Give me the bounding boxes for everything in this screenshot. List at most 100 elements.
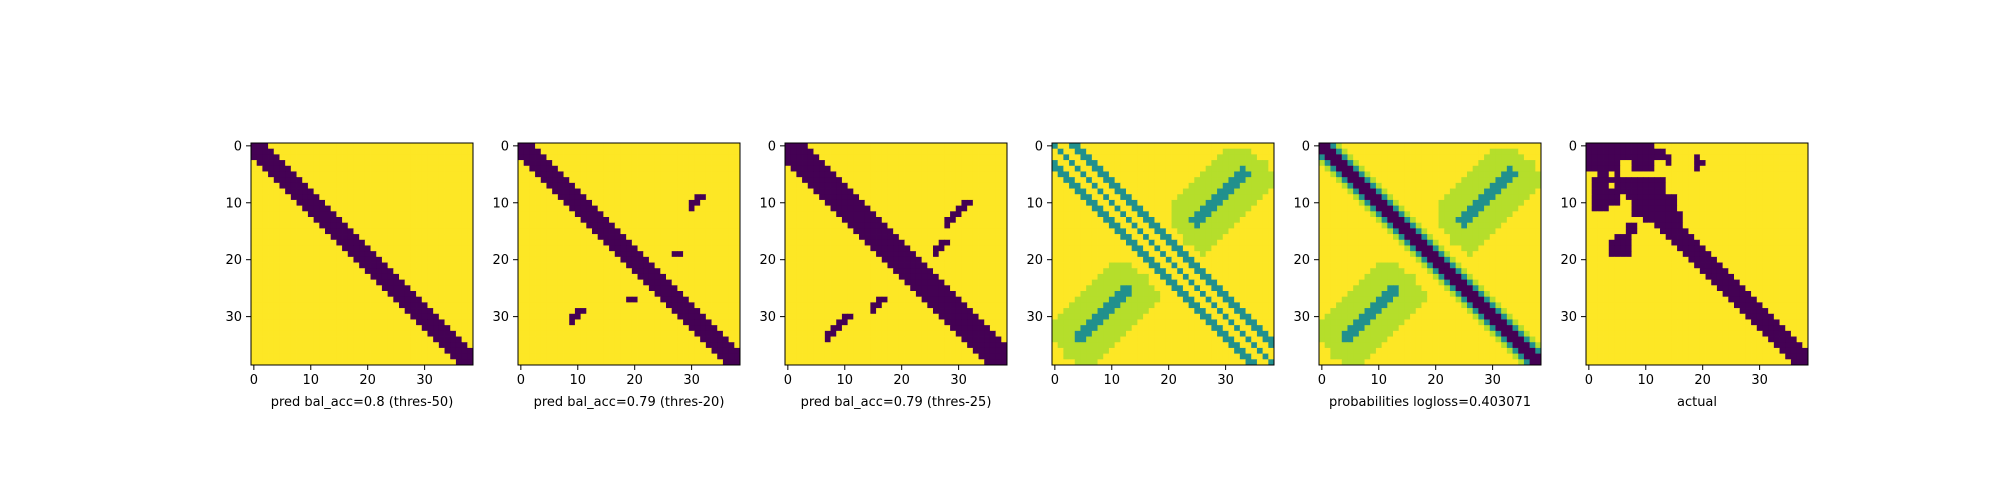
- heatmap-cell: [433, 188, 440, 195]
- heatmap-cell: [1057, 154, 1064, 161]
- heatmap-cell: [830, 359, 837, 366]
- heatmap-cell: [523, 325, 530, 332]
- heatmap-cell: [251, 336, 258, 343]
- heatmap-cell: [1251, 160, 1258, 167]
- heatmap-cell: [609, 262, 616, 269]
- heatmap-cell: [660, 319, 667, 326]
- heatmap-cell: [569, 268, 576, 275]
- heatmap-cell: [353, 188, 360, 195]
- heatmap-cell: [399, 199, 406, 207]
- heatmap-cell: [984, 353, 991, 360]
- heatmap-cell: [552, 308, 559, 315]
- heatmap-cell: [370, 336, 377, 343]
- heatmap-cell: [268, 165, 275, 172]
- heatmap-cell: [933, 177, 940, 184]
- heatmap-cell: [711, 296, 718, 303]
- heatmap-cell: [574, 256, 582, 263]
- heatmap-cell: [353, 177, 360, 184]
- heatmap-cell: [944, 222, 951, 229]
- heatmap-cell: [984, 194, 991, 201]
- heatmap-cell: [404, 353, 411, 360]
- heatmap-cell: [915, 296, 923, 303]
- heatmap-cell: [609, 143, 616, 150]
- heatmap-cell: [285, 194, 292, 201]
- heatmap-cell: [347, 160, 354, 167]
- heatmap-cell: [626, 199, 633, 207]
- heatmap-cell: [950, 165, 957, 172]
- heatmap-cell: [927, 296, 934, 303]
- heatmap-cell: [847, 342, 854, 349]
- heatmap-cell: [824, 262, 831, 269]
- heatmap-cell: [540, 245, 547, 252]
- heatmap-cell: [853, 325, 860, 332]
- heatmap-cell: [915, 251, 923, 258]
- heatmap-cell: [325, 239, 332, 246]
- heatmap-cell: [961, 234, 968, 241]
- heatmap-cell: [683, 199, 690, 207]
- heatmap-cell: [1239, 143, 1246, 150]
- heatmap-cell: [1052, 165, 1059, 172]
- heatmap-cell: [535, 165, 542, 172]
- heatmap-cell: [688, 285, 695, 292]
- heatmap-cell: [438, 359, 445, 366]
- heatmap-cell: [273, 154, 280, 161]
- heatmap-cell: [1108, 154, 1116, 161]
- heatmap-cell: [325, 273, 332, 281]
- heatmap-cell: [847, 245, 854, 252]
- heatmap-cell: [262, 217, 269, 224]
- heatmap-cell: [268, 194, 275, 201]
- heatmap-cell: [955, 302, 962, 309]
- heatmap-cell: [847, 325, 854, 332]
- heatmap-cell: [342, 291, 349, 298]
- heatmap-cell: [836, 228, 843, 235]
- heatmap-cell: [438, 279, 445, 286]
- heatmap-cell: [785, 279, 792, 286]
- heatmap-cell: [683, 256, 690, 263]
- heatmap-cell: [683, 245, 690, 252]
- heatmap-cell: [677, 308, 684, 315]
- heatmap-cell: [955, 291, 962, 298]
- heatmap-cell: [859, 291, 866, 298]
- heatmap-cell: [319, 256, 326, 263]
- heatmap-cell: [1188, 188, 1195, 195]
- heatmap-cell: [1086, 143, 1093, 150]
- heatmap-cell: [705, 279, 712, 286]
- heatmap-cell: [666, 199, 673, 207]
- heatmap-cell: [626, 319, 633, 326]
- heatmap-cell: [592, 177, 599, 184]
- heatmap-cell: [881, 251, 888, 258]
- heatmap-cell: [859, 302, 866, 309]
- heatmap-cell: [597, 347, 604, 355]
- heatmap-cell: [802, 336, 809, 343]
- heatmap-cell: [359, 336, 366, 343]
- heatmap-cell: [898, 347, 905, 355]
- heatmap-cell: [393, 325, 400, 332]
- heatmap-cell: [722, 205, 730, 212]
- heatmap-cell: [427, 313, 434, 320]
- heatmap-cell: [427, 228, 434, 235]
- heatmap-cell: [313, 239, 320, 246]
- heatmap-cell: [836, 296, 843, 303]
- heatmap-cell: [467, 205, 474, 212]
- heatmap-cell: [915, 182, 923, 189]
- heatmap-cell: [444, 199, 451, 207]
- heatmap-cell: [705, 154, 712, 161]
- heatmap-cell: [683, 319, 690, 326]
- heatmap-cell: [387, 262, 394, 269]
- heatmap-cell: [722, 296, 730, 303]
- heatmap-cell: [819, 359, 826, 366]
- heatmap-cell: [972, 171, 979, 178]
- heatmap-cell: [1211, 154, 1218, 161]
- heatmap-cell: [944, 347, 951, 355]
- heatmap-cell: [893, 336, 900, 343]
- heatmap-cell: [637, 359, 644, 366]
- heatmap-cell: [967, 222, 974, 229]
- heatmap-cell: [677, 319, 684, 326]
- heatmap-cell: [404, 165, 411, 172]
- heatmap-cell: [552, 160, 559, 167]
- heatmap-cell: [336, 342, 343, 349]
- heatmap-cell: [518, 285, 525, 292]
- heatmap-cell: [574, 199, 582, 207]
- heatmap-cell: [933, 245, 940, 252]
- heatmap-cell: [381, 171, 389, 178]
